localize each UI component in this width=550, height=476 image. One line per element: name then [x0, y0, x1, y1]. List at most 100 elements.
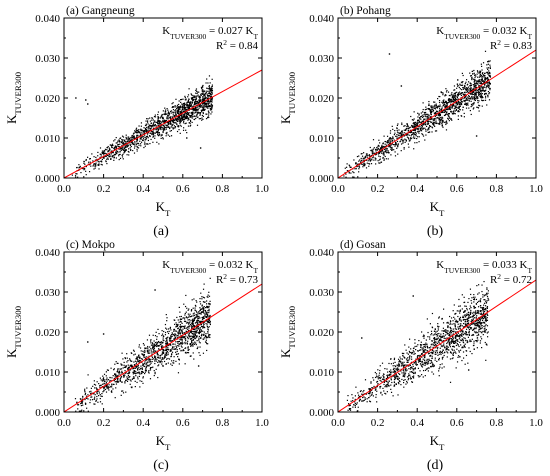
data-point [468, 314, 471, 316]
data-point [101, 380, 103, 382]
data-point [205, 333, 207, 335]
data-point [433, 107, 435, 110]
data-point [402, 133, 404, 135]
data-point [195, 97, 198, 99]
data-point [160, 361, 162, 363]
data-point [161, 346, 163, 349]
data-point [108, 153, 110, 156]
data-point [164, 334, 167, 336]
data-point [100, 155, 102, 157]
data-point [174, 127, 176, 129]
data-point [391, 371, 393, 373]
data-point [152, 132, 154, 135]
data-point [375, 163, 377, 165]
data-point [121, 156, 124, 158]
data-point [133, 370, 135, 372]
data-point [120, 376, 122, 378]
outlier-point [154, 289, 156, 291]
data-point [406, 361, 408, 363]
data-point [372, 150, 374, 152]
y-tick-label: 0.010 [35, 133, 60, 145]
data-point [445, 101, 447, 104]
data-point [176, 353, 178, 355]
data-point [470, 74, 472, 77]
data-point [429, 110, 432, 112]
data-point [449, 99, 451, 101]
data-point [121, 370, 123, 372]
data-point [117, 140, 119, 142]
data-point [406, 127, 408, 129]
data-point [159, 357, 161, 359]
data-point [404, 373, 406, 375]
data-point [405, 132, 407, 134]
data-point [211, 106, 213, 108]
data-point [481, 284, 483, 286]
data-point [442, 356, 444, 358]
y-tick-label: 0.000 [309, 173, 334, 185]
data-point [82, 396, 84, 398]
data-point [488, 92, 491, 94]
data-point [434, 342, 436, 344]
data-point [91, 396, 93, 398]
data-point [208, 104, 210, 107]
data-point [427, 108, 430, 110]
data-point [167, 346, 169, 348]
data-point [448, 120, 450, 122]
data-point [93, 398, 95, 400]
data-point [199, 327, 201, 329]
data-point [464, 93, 466, 95]
data-point [441, 92, 443, 94]
data-point [92, 160, 94, 162]
data-point [471, 98, 473, 100]
data-point [173, 328, 176, 331]
data-point [439, 95, 441, 98]
data-point [84, 391, 86, 393]
data-point [487, 68, 489, 70]
data-point [448, 101, 450, 103]
data-point [152, 131, 154, 133]
data-point [103, 390, 105, 392]
data-point [122, 392, 125, 394]
data-point [470, 90, 472, 92]
data-point [115, 137, 117, 139]
data-point [473, 95, 475, 98]
data-point [417, 130, 419, 133]
data-point [120, 368, 123, 370]
data-point [130, 145, 132, 148]
data-point [155, 360, 157, 362]
data-point [443, 337, 445, 339]
data-point [190, 338, 192, 340]
data-point [199, 301, 201, 303]
data-point [140, 141, 143, 143]
data-point [484, 74, 486, 77]
data-point [200, 337, 202, 339]
data-point [83, 169, 85, 171]
data-point [185, 104, 188, 106]
data-point [177, 126, 179, 128]
data-point [155, 131, 157, 133]
data-point [406, 124, 409, 126]
data-point [116, 150, 119, 152]
data-point [127, 136, 130, 138]
data-point [479, 313, 482, 315]
data-point [102, 383, 104, 385]
panel-title: (c) Mokpo [66, 239, 115, 251]
data-point [473, 107, 475, 109]
data-point [352, 171, 354, 173]
data-point [367, 160, 369, 162]
data-point [109, 144, 111, 146]
data-point [165, 363, 167, 365]
data-point [184, 363, 186, 365]
data-point [163, 129, 165, 131]
data-point [383, 148, 385, 151]
data-point [176, 109, 178, 111]
data-point [438, 101, 441, 104]
data-point [185, 330, 187, 332]
data-point [123, 376, 125, 378]
data-point [206, 305, 209, 308]
data-point [123, 146, 125, 148]
data-point [472, 88, 474, 90]
data-point [199, 342, 201, 344]
data-point [115, 147, 118, 149]
data-point [387, 374, 389, 376]
